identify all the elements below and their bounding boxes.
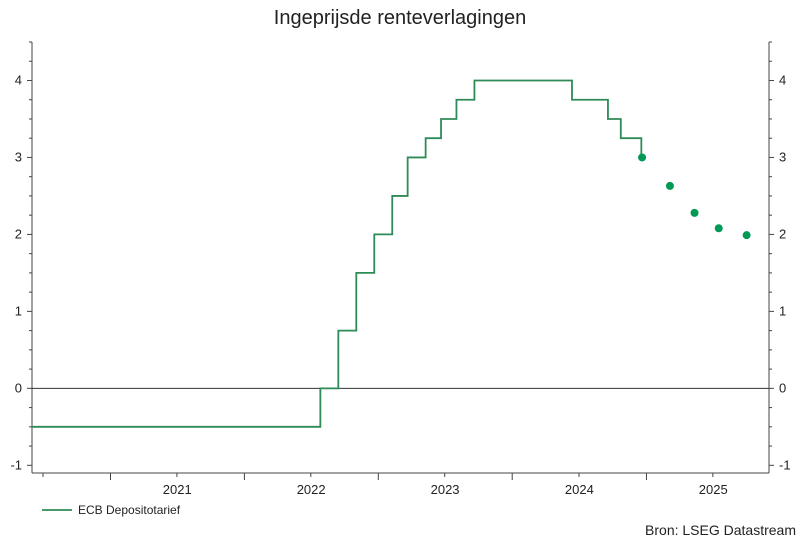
forecast-point [714,224,723,233]
y-tick-label-left: 0 [15,380,22,395]
y-tick-label-left: 3 [15,149,22,164]
y-tick-label-right: 2 [779,226,786,241]
source-note: Bron: LSEG Datastream [645,522,796,538]
y-tick-label-right: 4 [779,72,786,87]
x-tick-label: 2022 [297,482,326,497]
y-axis-ticks: -1 -1 0 0 1 1 2 2 3 3 4 4 [10,41,791,472]
y-tick-label-right: 3 [779,149,786,164]
y-tick-label-right: 0 [779,380,786,395]
forecast-points [638,153,751,240]
y-tick-label-left: 1 [15,303,22,318]
forecast-point [742,231,751,240]
chart-title: Ingeprijsde renteverlagingen [274,7,526,29]
x-tick-label: 2023 [431,482,460,497]
y-tick-label-right: -1 [779,457,791,472]
y-tick-label-left: -1 [10,457,22,472]
x-tick-label: 2025 [699,482,728,497]
forecast-point [638,153,647,162]
legend-label: ECB Depositotarief [78,503,181,517]
x-tick-label: 2024 [565,482,594,497]
x-tick-label: 2021 [163,482,192,497]
series-line-ecb-depositotarief [32,79,643,428]
y-tick-label-right: 1 [779,303,786,318]
forecast-point [690,208,699,217]
y-tick-label-left: 4 [15,72,22,87]
plot-frame [31,42,770,474]
y-tick-label-left: 2 [15,226,22,241]
legend: ECB Depositotarief [42,503,181,517]
forecast-point [665,181,674,190]
x-axis-ticks: 2021 2022 2023 2024 2025 [42,473,728,497]
